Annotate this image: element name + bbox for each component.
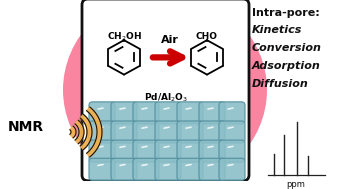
Text: Adsorption: Adsorption — [252, 61, 321, 71]
Text: Intra-pore:: Intra-pore: — [252, 8, 320, 18]
FancyBboxPatch shape — [89, 121, 115, 143]
FancyBboxPatch shape — [199, 102, 225, 124]
FancyBboxPatch shape — [155, 140, 181, 162]
FancyBboxPatch shape — [155, 158, 181, 180]
FancyBboxPatch shape — [199, 121, 225, 143]
Text: ppm: ppm — [286, 180, 305, 189]
FancyBboxPatch shape — [111, 102, 137, 124]
FancyBboxPatch shape — [111, 158, 137, 180]
FancyBboxPatch shape — [177, 158, 203, 180]
FancyBboxPatch shape — [177, 102, 203, 124]
FancyBboxPatch shape — [89, 102, 115, 124]
Text: Air: Air — [161, 35, 179, 45]
FancyBboxPatch shape — [219, 140, 245, 162]
FancyBboxPatch shape — [82, 0, 249, 181]
Polygon shape — [87, 107, 102, 157]
Polygon shape — [75, 120, 84, 144]
Text: NMR: NMR — [8, 120, 44, 134]
FancyBboxPatch shape — [177, 140, 203, 162]
FancyBboxPatch shape — [199, 158, 225, 180]
FancyBboxPatch shape — [199, 140, 225, 162]
FancyBboxPatch shape — [89, 158, 115, 180]
FancyBboxPatch shape — [133, 102, 159, 124]
FancyBboxPatch shape — [133, 158, 159, 180]
FancyBboxPatch shape — [111, 121, 137, 143]
Text: CHO: CHO — [196, 32, 218, 41]
FancyBboxPatch shape — [155, 121, 181, 143]
FancyBboxPatch shape — [177, 121, 203, 143]
FancyBboxPatch shape — [133, 121, 159, 143]
Polygon shape — [70, 126, 76, 138]
FancyBboxPatch shape — [219, 158, 245, 180]
FancyBboxPatch shape — [133, 140, 159, 162]
Text: Diffusion: Diffusion — [252, 79, 309, 89]
FancyBboxPatch shape — [219, 121, 245, 143]
Text: Kinetics: Kinetics — [252, 25, 302, 35]
Text: Pd/Al$_2$O$_3$: Pd/Al$_2$O$_3$ — [144, 92, 188, 104]
FancyBboxPatch shape — [111, 140, 137, 162]
FancyBboxPatch shape — [155, 102, 181, 124]
Ellipse shape — [63, 0, 267, 187]
Text: CH$_2$OH: CH$_2$OH — [107, 30, 142, 43]
FancyBboxPatch shape — [219, 102, 245, 124]
Polygon shape — [80, 114, 92, 149]
Text: Conversion: Conversion — [252, 43, 322, 53]
FancyBboxPatch shape — [89, 140, 115, 162]
